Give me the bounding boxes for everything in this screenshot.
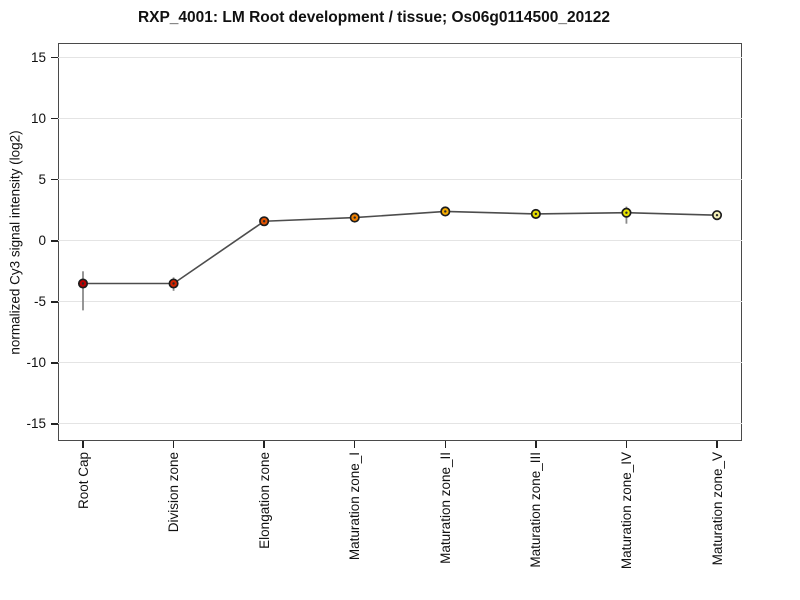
data-point-center-dot bbox=[625, 211, 628, 214]
x-axis-tick bbox=[263, 441, 265, 448]
y-axis-tick bbox=[51, 117, 58, 120]
y-axis-tick bbox=[51, 301, 58, 303]
y-axis-tick bbox=[51, 362, 58, 364]
y-axis-tick bbox=[51, 240, 58, 242]
x-axis-tick bbox=[625, 441, 628, 448]
y-tick-label: 10 bbox=[30, 110, 46, 126]
y-tick-label: -5 bbox=[33, 293, 46, 309]
data-point-center-dot bbox=[715, 213, 719, 217]
y-tick-label: -15 bbox=[26, 415, 46, 431]
gridline bbox=[58, 301, 742, 303]
gridline bbox=[58, 179, 742, 181]
y-tick-label: 0 bbox=[38, 232, 46, 248]
y-tick-label: 5 bbox=[38, 171, 46, 187]
y-tick-label: -10 bbox=[26, 354, 46, 370]
data-point-center-dot bbox=[444, 210, 447, 213]
data-point-center-dot bbox=[534, 212, 538, 216]
x-axis-tick bbox=[353, 441, 356, 448]
data-point-center-dot bbox=[81, 282, 85, 285]
gridline bbox=[58, 57, 742, 59]
gridline bbox=[58, 240, 742, 242]
gridline bbox=[58, 423, 742, 425]
y-axis-tick bbox=[51, 178, 58, 181]
x-axis-tick bbox=[535, 441, 537, 448]
plot-area bbox=[58, 43, 742, 441]
series-line bbox=[83, 210, 718, 285]
y-axis-tick bbox=[51, 423, 58, 425]
x-axis-tick bbox=[172, 441, 175, 448]
y-tick-label: 15 bbox=[30, 49, 46, 65]
data-point-center-dot bbox=[262, 220, 266, 223]
data-point-center-dot bbox=[172, 282, 175, 285]
y-axis-tick bbox=[51, 56, 58, 59]
gridline bbox=[58, 118, 742, 120]
x-axis-tick bbox=[444, 441, 447, 448]
data-point-center-dot bbox=[353, 216, 356, 219]
gridline bbox=[58, 362, 742, 364]
x-axis-tick bbox=[716, 441, 718, 448]
chart-title: RXP_4001: LM Root development / tissue; … bbox=[137, 9, 611, 26]
x-axis-tick bbox=[82, 441, 84, 448]
